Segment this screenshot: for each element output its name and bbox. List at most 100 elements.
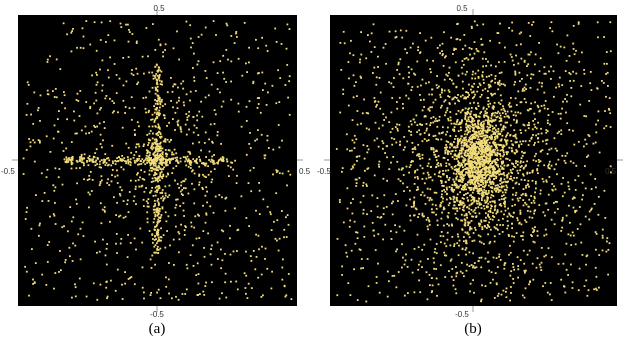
scatter-point — [341, 274, 343, 276]
scatter-point — [125, 142, 128, 145]
scatter-point — [511, 227, 513, 229]
scatter-point — [475, 150, 477, 153]
scatter-point — [458, 244, 460, 247]
scatter-point — [70, 163, 73, 166]
scatter-point — [146, 221, 149, 224]
scatter-point — [275, 41, 278, 43]
scatter-point — [453, 196, 456, 199]
scatter-point — [66, 160, 69, 163]
scatter-point — [198, 141, 201, 144]
scatter-point — [530, 73, 533, 76]
scatter-point — [531, 23, 533, 26]
scatter-point — [515, 181, 518, 184]
scatter-point — [479, 161, 482, 164]
scatter-point — [521, 294, 524, 297]
scatter-point — [152, 77, 155, 80]
scatter-point — [165, 155, 168, 158]
scatter-point — [485, 193, 487, 195]
scatter-point — [417, 46, 420, 49]
scatter-point — [478, 185, 480, 187]
scatter-point — [156, 240, 159, 243]
scatter-point — [290, 298, 293, 300]
scatter-point — [92, 160, 95, 163]
scatter-point — [386, 179, 388, 182]
scatter-point — [265, 104, 268, 106]
scatter-point — [496, 149, 499, 152]
scatter-point — [516, 160, 519, 163]
scatter-point — [164, 149, 167, 151]
scatter-point — [499, 139, 502, 142]
scatter-point — [185, 164, 188, 167]
scatter-point — [103, 158, 105, 161]
scatter-point — [186, 116, 189, 119]
scatter-point — [166, 138, 169, 141]
scatter-point — [210, 158, 213, 161]
scatter-point — [471, 171, 474, 174]
scatter-point — [518, 144, 520, 147]
scatter-point — [61, 101, 63, 104]
scatter-point — [157, 252, 160, 254]
scatter-point — [510, 215, 512, 217]
scatter-point — [458, 140, 461, 142]
scatter-point — [470, 110, 473, 113]
scatter-point — [467, 58, 470, 61]
scatter-point — [262, 294, 264, 297]
scatter-point — [515, 162, 517, 164]
scatter-point — [396, 123, 398, 126]
scatter-point — [537, 172, 539, 175]
scatter-point — [477, 173, 479, 176]
scatter-point — [456, 184, 458, 187]
scatter-point — [493, 187, 496, 190]
scatter-point — [515, 104, 518, 106]
scatter-point — [522, 204, 525, 207]
scatter-point — [572, 25, 575, 27]
scatter-point — [470, 264, 473, 266]
scatter-point — [513, 268, 516, 271]
scatter-point — [75, 167, 78, 170]
scatter-point — [515, 137, 518, 140]
scatter-point — [431, 106, 433, 109]
scatter-point — [457, 123, 460, 126]
scatter-point — [186, 160, 189, 163]
scatter-point — [510, 56, 513, 58]
scatter-point — [469, 282, 472, 285]
scatter-point — [371, 194, 374, 197]
scatter-point — [155, 166, 158, 169]
scatter-point — [161, 98, 163, 101]
scatter-point — [175, 101, 178, 104]
scatter-point — [175, 160, 177, 162]
scatter-point — [366, 213, 368, 216]
scatter-point — [288, 75, 291, 78]
scatter-point — [448, 163, 451, 165]
scatter-point — [525, 164, 527, 167]
scatter-point — [470, 134, 473, 137]
scatter-point — [446, 238, 449, 241]
scatter-point — [550, 21, 553, 24]
scatter-point — [443, 242, 446, 245]
scatter-point — [468, 94, 470, 96]
scatter-point — [454, 165, 457, 167]
scatter-point — [78, 160, 81, 162]
scatter-point — [99, 133, 102, 136]
scatter-point — [494, 81, 496, 84]
scatter-point — [418, 153, 421, 155]
scatter-point — [478, 256, 481, 259]
scatter-point — [467, 159, 470, 162]
scatter-point — [155, 159, 158, 161]
scatter-point — [177, 119, 180, 122]
scatter-point — [460, 122, 462, 125]
scatter-point — [248, 46, 250, 49]
scatter-point — [503, 178, 506, 181]
scatter-point — [460, 66, 463, 69]
scatter-point — [533, 229, 536, 231]
scatter-point — [463, 194, 466, 196]
scatter-point — [161, 152, 164, 155]
scatter-point — [597, 110, 600, 113]
scatter-point — [155, 63, 158, 66]
scatter-point — [81, 221, 84, 224]
scatter-point — [493, 226, 496, 228]
scatter-point — [457, 160, 459, 163]
scatter-point — [431, 203, 434, 206]
scatter-point — [373, 46, 376, 48]
scatter-point — [96, 81, 99, 84]
